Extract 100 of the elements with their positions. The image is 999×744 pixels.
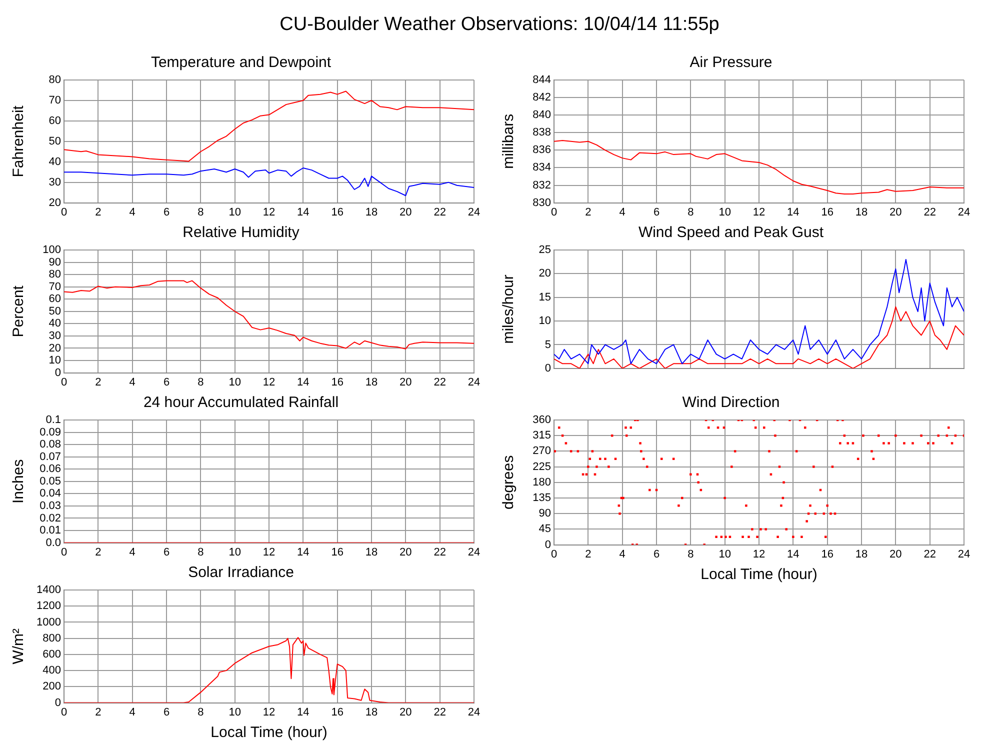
y-tick-label: 15 <box>538 291 551 304</box>
x-axis-title: Local Time (hour) <box>700 566 818 584</box>
y-tick-label: 50 <box>48 305 61 318</box>
y-axis-title: W/m² <box>10 628 28 664</box>
y-tick-label: 45 <box>538 523 551 536</box>
y-tick-label: 834 <box>532 162 551 174</box>
x-tick-label: 12 <box>262 706 276 718</box>
x-tick-label: 12 <box>262 206 276 218</box>
y-tick-label: 830 <box>532 196 551 209</box>
text: CU-Boulder Weather Observations: 10/04/14 11:55p <box>280 14 720 35</box>
y-tick-label: 800 <box>42 632 61 644</box>
x-tick-label: 12 <box>752 206 766 218</box>
y-tick-label: 100 <box>42 244 61 256</box>
y-tick-label: 838 <box>532 126 551 139</box>
y-tick-label: 844 <box>532 74 551 86</box>
y-tick-label: 0.06 <box>40 463 61 476</box>
chart-title: Wind Direction <box>682 394 780 412</box>
x-tick-label: 4 <box>129 206 136 218</box>
y-tick-label: 0 <box>54 696 61 709</box>
y-tick-label: 80 <box>48 268 61 281</box>
x-tick-label: 12 <box>752 548 766 560</box>
x-tick-label: 6 <box>653 548 660 560</box>
y-tick-label: 80 <box>48 74 61 86</box>
y-tick-label: 0.08 <box>40 438 61 451</box>
x-tick-label: 22 <box>434 376 446 388</box>
y-tick-label: 200 <box>42 680 61 693</box>
y-tick-label: 0.03 <box>40 500 61 512</box>
y-tick-label: 0.04 <box>40 488 61 500</box>
chart-title: Wind Speed and Peak Gust <box>638 224 824 242</box>
y-tick-label: 1400 <box>36 584 61 596</box>
y-axis-title: millibars <box>500 114 518 169</box>
y-tick-label: 90 <box>538 508 551 520</box>
chart-title: Relative Humidity <box>182 224 300 242</box>
x-tick-label: 20 <box>890 206 902 218</box>
x-tick-label: 14 <box>297 546 310 558</box>
x-tick-label: 4 <box>129 376 136 388</box>
y-tick-label: 60 <box>48 114 61 127</box>
x-tick-label: 24 <box>468 376 480 388</box>
y-tick-label: 1200 <box>36 600 61 612</box>
y-tick-label: 840 <box>532 109 551 122</box>
chart-title: Temperature and Dewpoint <box>150 54 332 72</box>
y-axis-title: miles/hour <box>500 274 518 344</box>
y-tick-label: 0.0 <box>46 536 61 549</box>
x-tick-label: 8 <box>198 546 204 558</box>
x-tick-label: 18 <box>365 376 378 388</box>
x-tick-label: 2 <box>95 376 102 388</box>
y-tick-label: 836 <box>532 144 551 156</box>
x-tick-label: 4 <box>619 548 626 560</box>
x-tick-label: 2 <box>585 548 592 560</box>
x-tick-label: 16 <box>821 206 834 218</box>
x-tick-label: 22 <box>434 546 446 558</box>
y-tick-label: 0.02 <box>40 512 61 524</box>
y-tick-label: 70 <box>48 94 61 106</box>
x-tick-label: 10 <box>228 706 241 718</box>
y-tick-label: 20 <box>48 196 61 209</box>
x-tick-label: 16 <box>331 546 344 558</box>
chart-title: 24 hour Accumulated Rainfall <box>143 394 339 412</box>
y-tick-label: 20 <box>538 268 551 280</box>
x-tick-label: 10 <box>228 376 241 388</box>
x-tick-label: 8 <box>198 706 204 718</box>
y-tick-label: 0.01 <box>40 524 61 537</box>
y-tick-label: 135 <box>532 492 551 504</box>
x-tick-label: 14 <box>787 206 800 218</box>
y-tick-label: 832 <box>532 179 551 192</box>
x-tick-label: 2 <box>585 206 592 218</box>
x-tick-label: 24 <box>468 546 480 558</box>
x-tick-label: 16 <box>331 376 344 388</box>
x-tick-label: 4 <box>129 706 136 718</box>
x-tick-label: 6 <box>653 206 660 218</box>
y-axis-title: Fahrenheit <box>10 104 28 178</box>
x-tick-label: 24 <box>958 206 970 218</box>
x-tick-label: 18 <box>365 206 378 218</box>
x-tick-label: 20 <box>890 548 902 560</box>
y-tick-label: 0 <box>54 366 61 379</box>
x-tick-label: 20 <box>400 206 412 218</box>
x-tick-label: 24 <box>958 548 970 560</box>
y-tick-label: 600 <box>42 648 61 660</box>
y-tick-label: 315 <box>532 430 551 442</box>
y-tick-label: 0.07 <box>40 450 61 463</box>
y-tick-label: 10 <box>48 354 61 367</box>
x-tick-label: 12 <box>262 546 276 558</box>
y-tick-label: 0.1 <box>46 414 61 426</box>
x-tick-label: 8 <box>688 206 694 218</box>
x-tick-label: 14 <box>787 548 800 560</box>
y-tick-label: 180 <box>532 476 551 488</box>
x-tick-label: 14 <box>297 376 310 388</box>
x-tick-label: 20 <box>400 376 412 388</box>
x-tick-label: 4 <box>619 206 626 218</box>
y-tick-label: 60 <box>48 293 61 306</box>
y-tick-label: 40 <box>48 156 61 168</box>
x-tick-label: 22 <box>434 706 446 718</box>
x-tick-label: 10 <box>228 206 241 218</box>
y-tick-label: 0 <box>544 362 551 374</box>
y-tick-label: 30 <box>48 330 61 342</box>
y-tick-label: 90 <box>48 256 61 268</box>
x-tick-label: 2 <box>95 546 102 558</box>
x-tick-label: 10 <box>228 546 241 558</box>
x-tick-label: 8 <box>198 206 204 218</box>
y-tick-label: 30 <box>48 176 61 188</box>
y-tick-label: 25 <box>538 244 551 256</box>
